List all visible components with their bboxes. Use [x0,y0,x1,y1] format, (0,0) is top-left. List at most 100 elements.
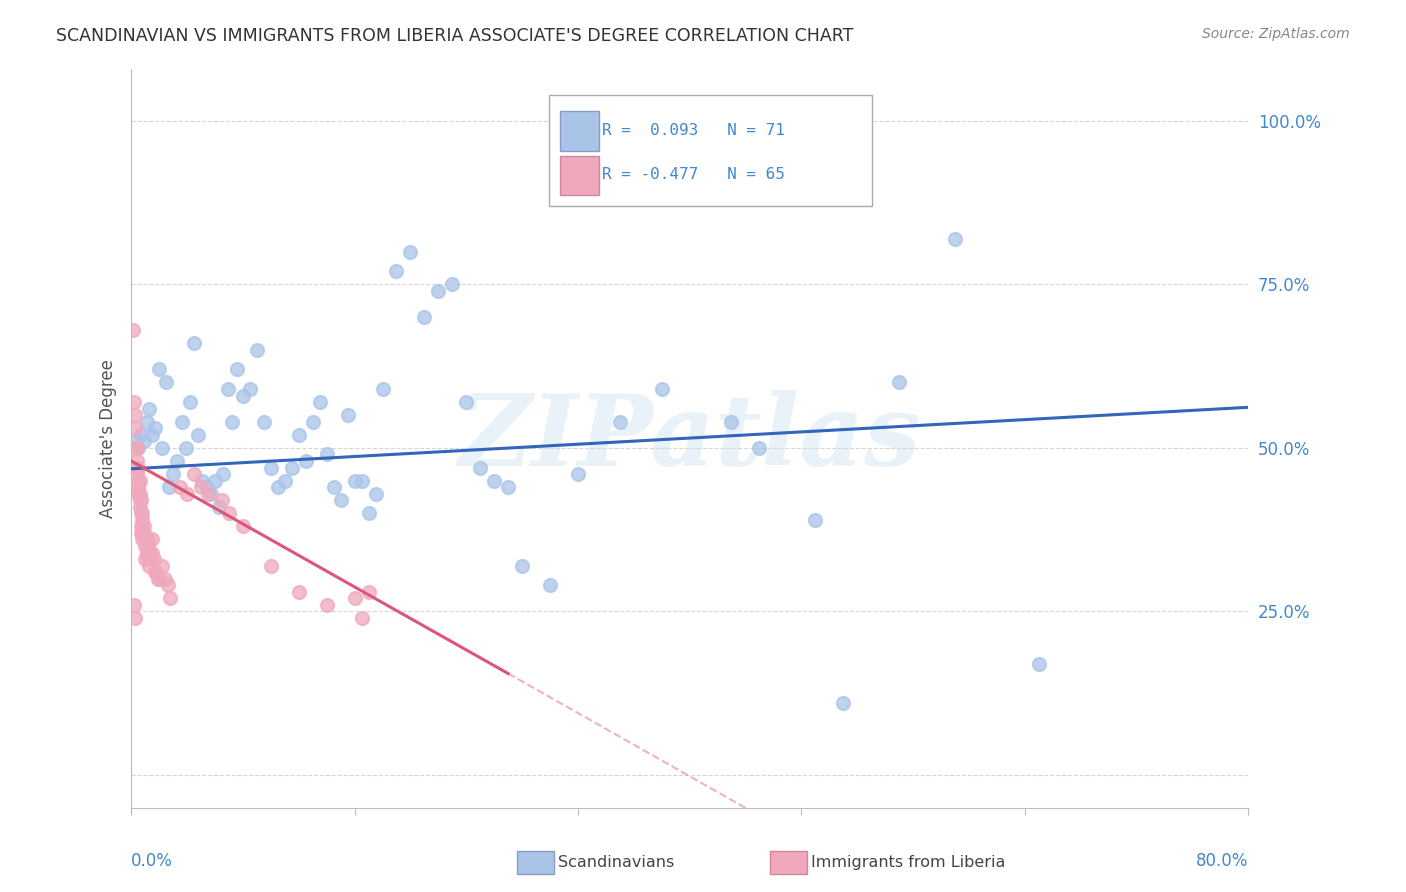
Point [183,467,205,481]
Text: R =  0.093   N = 71: R = 0.093 N = 71 [602,123,785,137]
Point [301,415,323,429]
Point [127,441,149,455]
Point [134,539,156,553]
Point [143,565,166,579]
Point [162,467,184,481]
Point [131,506,153,520]
Point [350,474,373,488]
Point [135,415,157,429]
Point [135,545,157,559]
Point [343,474,366,488]
Point [357,584,380,599]
Point [329,493,352,508]
Point [399,244,422,259]
Point [204,474,226,488]
Point [132,519,155,533]
Point [315,598,337,612]
Point [281,460,304,475]
Point [364,486,387,500]
Point [538,578,561,592]
Y-axis label: Associate's Degree: Associate's Degree [100,359,117,517]
Point [129,427,152,442]
Point [146,572,169,586]
Point [157,480,180,494]
Point [217,382,239,396]
Point [136,533,159,547]
Text: Source: ZipAtlas.com: Source: ZipAtlas.com [1202,27,1350,41]
Point [200,486,222,500]
Point [155,376,177,390]
Point [943,231,966,245]
Point [136,539,159,553]
Point [131,533,153,547]
Point [212,467,235,481]
Point [125,460,148,475]
Point [128,493,150,508]
Point [128,474,150,488]
Point [131,513,153,527]
Point [804,513,827,527]
Point [609,415,631,429]
Point [122,598,145,612]
Point [141,427,163,442]
Point [260,460,283,475]
Point [150,558,173,573]
Point [441,277,464,292]
Point [187,427,209,442]
Point [138,401,160,416]
Point [470,460,492,475]
Point [125,441,148,455]
Text: Immigrants from Liberia: Immigrants from Liberia [811,855,1005,870]
Text: 80.0%: 80.0% [1195,852,1249,870]
Point [260,558,283,573]
Point [183,336,205,351]
Point [128,486,150,500]
Point [127,474,149,488]
Point [832,696,855,710]
Point [195,480,218,494]
Point [1028,657,1050,671]
Point [336,408,359,422]
Point [153,572,176,586]
Point [350,611,373,625]
Point [287,427,309,442]
Point [706,133,728,147]
Point [127,480,149,494]
Point [134,552,156,566]
Point [129,519,152,533]
Point [496,480,519,494]
Point [125,454,148,468]
Point [427,284,450,298]
Point [141,533,163,547]
Point [176,486,198,500]
Point [127,460,149,475]
Text: Scandinavians: Scandinavians [558,855,675,870]
Point [170,415,193,429]
Point [232,519,254,533]
Point [720,415,742,429]
Point [226,362,249,376]
Text: ZIPatlas: ZIPatlas [458,390,921,486]
Point [143,421,166,435]
Point [315,447,337,461]
Point [179,395,201,409]
Point [131,525,153,540]
Point [887,376,910,390]
Point [357,506,380,520]
Point [510,558,533,573]
Point [124,408,146,422]
Point [191,474,214,488]
Point [145,565,167,579]
Point [274,474,297,488]
Point [139,552,162,566]
Point [124,421,146,435]
Point [136,552,159,566]
Point [208,500,231,514]
Point [211,493,233,508]
Point [253,415,276,429]
Point [142,552,165,566]
Point [132,434,155,449]
Text: SCANDINAVIAN VS IMMIGRANTS FROM LIBERIA ASSOCIATE'S DEGREE CORRELATION CHART: SCANDINAVIAN VS IMMIGRANTS FROM LIBERIA … [56,27,853,45]
Point [651,382,673,396]
Point [138,545,160,559]
